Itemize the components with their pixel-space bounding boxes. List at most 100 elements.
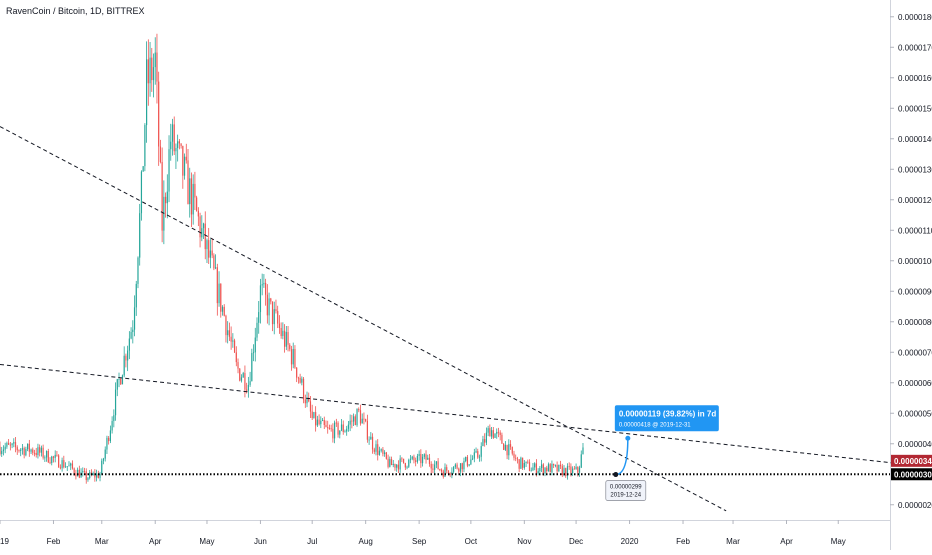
- candle-body: [578, 467, 581, 473]
- candle-body: [508, 444, 510, 456]
- candle-body: [582, 447, 584, 455]
- candle-body: [470, 459, 472, 465]
- price-badge-label: 0.00000344: [894, 457, 932, 466]
- candle-body: [118, 378, 120, 380]
- candle-body: [399, 458, 401, 470]
- candle-body: [277, 311, 279, 324]
- candle-body: [328, 428, 331, 430]
- candle-body: [365, 419, 367, 422]
- candle-body: [270, 298, 272, 302]
- y-tick-label: 0.00001700: [898, 43, 932, 52]
- candle-body: [39, 447, 41, 453]
- start-price-marker: 0.00000299 2019-12-24: [605, 480, 647, 501]
- candle-body: [220, 283, 222, 312]
- candle-body: [446, 467, 448, 471]
- candle-body: [546, 467, 548, 472]
- x-tick-label: Dec: [569, 537, 583, 546]
- y-tick-label: 0.00001400: [898, 135, 932, 144]
- candle-body: [309, 401, 312, 412]
- candle-body: [232, 340, 234, 342]
- candle-body: [182, 146, 184, 176]
- candle-body: [152, 67, 155, 81]
- candle-body: [142, 166, 144, 172]
- candle-body: [196, 197, 198, 211]
- candle-body: [304, 399, 306, 404]
- candle-body: [64, 466, 67, 468]
- trendline: [0, 363, 899, 465]
- x-tick-label: Apr: [149, 537, 162, 546]
- candle-body: [384, 452, 386, 454]
- candle-body: [71, 463, 74, 469]
- candle-body: [26, 443, 29, 450]
- candle-body: [280, 327, 282, 336]
- candle-body: [397, 464, 400, 470]
- candle-body: [484, 439, 486, 443]
- candle-body: [344, 431, 346, 433]
- candle-body: [120, 378, 122, 385]
- candle-body: [77, 469, 79, 477]
- candle-body: [20, 449, 22, 451]
- candle-body: [166, 191, 168, 204]
- y-tick-label: 0.00000200: [898, 501, 932, 510]
- candle-body: [352, 416, 355, 422]
- candle-body: [14, 442, 17, 448]
- candle-body: [387, 458, 389, 467]
- y-tick-label: 0.00000800: [898, 318, 932, 327]
- candle-body: [187, 160, 189, 205]
- candle-body: [213, 255, 215, 269]
- candle-body: [249, 381, 251, 385]
- candle-body: [497, 431, 500, 433]
- chart-title: RavenCoin / Bitcoin, 1D, BITTREX: [6, 6, 145, 16]
- candle-body: [430, 463, 432, 469]
- candle-body: [434, 464, 436, 470]
- candle-body: [204, 223, 206, 250]
- candle-body: [28, 443, 30, 452]
- candle-body: [199, 216, 201, 238]
- candle-body: [553, 463, 555, 466]
- candle-body: [128, 338, 130, 351]
- x-tick-label: 2020: [621, 537, 639, 546]
- candle-body: [206, 240, 208, 250]
- candle-body: [33, 452, 36, 454]
- candle-body: [572, 468, 574, 474]
- candle-body: [423, 454, 425, 457]
- candle-body: [503, 443, 505, 450]
- y-tick-label: 0.00001100: [898, 226, 932, 235]
- candle-body: [58, 455, 60, 468]
- candle-body: [147, 59, 149, 84]
- candle-body: [13, 442, 15, 444]
- candle-body: [49, 462, 51, 464]
- candle-body: [378, 450, 381, 455]
- candle-body: [154, 52, 156, 68]
- candle-body: [149, 57, 151, 84]
- candle-body: [370, 436, 372, 440]
- candle-body: [522, 457, 524, 468]
- candle-body: [511, 446, 513, 454]
- candle-body: [252, 352, 255, 354]
- candle-body: [435, 461, 437, 465]
- candle-body: [175, 148, 177, 152]
- candle-body: [389, 459, 391, 467]
- candle-body: [418, 454, 420, 456]
- candle-body: [240, 377, 243, 381]
- candle-body: [534, 463, 536, 468]
- candle-body: [459, 463, 462, 472]
- candle-body: [325, 424, 327, 428]
- candle-body: [523, 463, 525, 468]
- candle-body: [494, 433, 496, 438]
- y-tick-label: 0.00000600: [898, 379, 932, 388]
- candle-body: [411, 456, 413, 459]
- candle-body: [496, 431, 498, 434]
- candle-body: [32, 449, 34, 453]
- candle-body: [211, 250, 213, 256]
- candle-body: [530, 470, 532, 472]
- x-axis-ticks: 2019 Feb Mar Apr May Jun Jul Aug Sep Oct Nov Dec 202…: [0, 520, 846, 546]
- candle-body: [97, 473, 99, 478]
- x-tick-label: Mar: [726, 537, 740, 546]
- candle-body: [454, 464, 456, 467]
- x-tick-label: Apr: [780, 537, 793, 546]
- candle-body: [132, 329, 134, 333]
- candle-body: [61, 460, 63, 469]
- candle-body: [342, 424, 344, 432]
- x-tick-label: Jun: [254, 537, 267, 546]
